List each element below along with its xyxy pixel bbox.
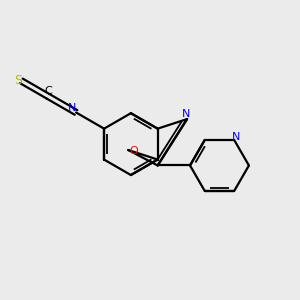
- Text: N: N: [182, 109, 190, 119]
- Text: C: C: [44, 86, 52, 96]
- Text: N: N: [232, 132, 240, 142]
- Text: O: O: [129, 146, 138, 157]
- Text: S: S: [14, 74, 22, 87]
- Text: N: N: [68, 103, 77, 113]
